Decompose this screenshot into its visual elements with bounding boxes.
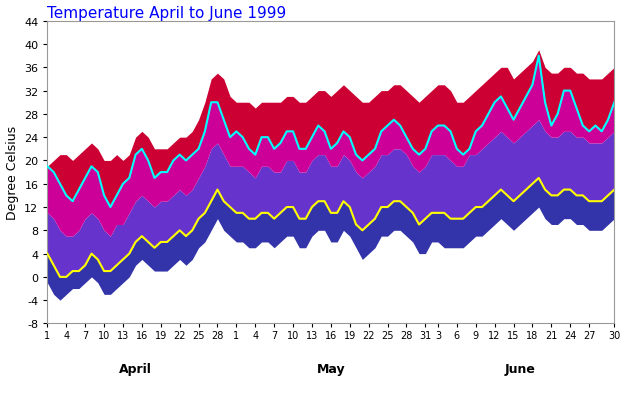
Y-axis label: Degree Celsius: Degree Celsius: [6, 126, 19, 220]
Text: May: May: [317, 363, 345, 375]
Text: June: June: [505, 363, 535, 375]
Text: Temperature April to June 1999: Temperature April to June 1999: [48, 6, 287, 20]
Text: April: April: [119, 363, 152, 375]
